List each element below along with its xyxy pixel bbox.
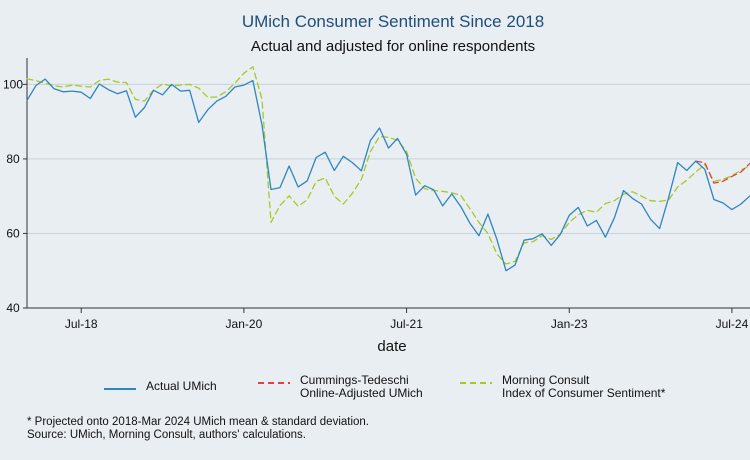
legend: Actual UMich Cummings-Tedeschi Online-Ad… (0, 374, 750, 414)
series-line-actual-umich (26, 78, 750, 272)
x-tick-label: Jul-21 (390, 317, 423, 331)
x-tick-label: Jan-20 (226, 317, 263, 331)
legend-label-mc-line2: Index of Consumer Sentiment* (502, 386, 666, 400)
legend-label-mc-line1: Morning Consult (502, 373, 590, 387)
x-axis-label: date (377, 338, 406, 355)
footnote: * Projected onto 2018-Mar 2024 UMich mea… (27, 416, 369, 442)
legend-label-ct-line2: Online-Adjusted UMich (300, 386, 423, 400)
y-tick-label: 80 (6, 152, 20, 166)
legend-swatch-mc (460, 382, 492, 384)
legend-label-ct-line1: Cummings-Tedeschi (300, 373, 409, 387)
legend-label-ct: Cummings-Tedeschi Online-Adjusted UMich (300, 374, 423, 400)
chart-title: UMich Consumer Sentiment Since 2018 (241, 12, 545, 31)
x-tick-label: Jul-24 (716, 317, 749, 331)
footnote-projection: * Projected onto 2018-Mar 2024 UMich mea… (27, 416, 370, 428)
x-tick-label: Jul-18 (65, 317, 98, 331)
legend-label-mc: Morning Consult Index of Consumer Sentim… (502, 374, 665, 400)
series-line-morning-consult (26, 66, 750, 265)
y-tick-label: 60 (6, 226, 20, 240)
y-tick-label: 40 (6, 301, 20, 315)
legend-swatch-ct (258, 382, 290, 384)
footnote-source: Source: UMich, Morning Consult, authors'… (27, 429, 306, 441)
axes: 100 80 60 40 Jul-18 Jan-20 Jul-21 Jan-23 Jul-24 (3, 58, 750, 331)
legend-label-actual: Actual UMich (146, 379, 217, 393)
series-line-cummings-tedeschi (695, 160, 750, 184)
series-lines (26, 66, 750, 272)
chart-subtitle: Actual and adjusted for online responden… (250, 38, 536, 55)
legend-item-actual: Actual UMich (104, 380, 217, 393)
legend-swatch-actual (104, 388, 136, 390)
legend-item-mc: Morning Consult Index of Consumer Sentim… (460, 374, 665, 400)
x-tick-label: Jan-23 (551, 317, 588, 331)
legend-item-ct: Cummings-Tedeschi Online-Adjusted UMich (258, 374, 423, 400)
y-tick-label: 100 (3, 77, 23, 91)
